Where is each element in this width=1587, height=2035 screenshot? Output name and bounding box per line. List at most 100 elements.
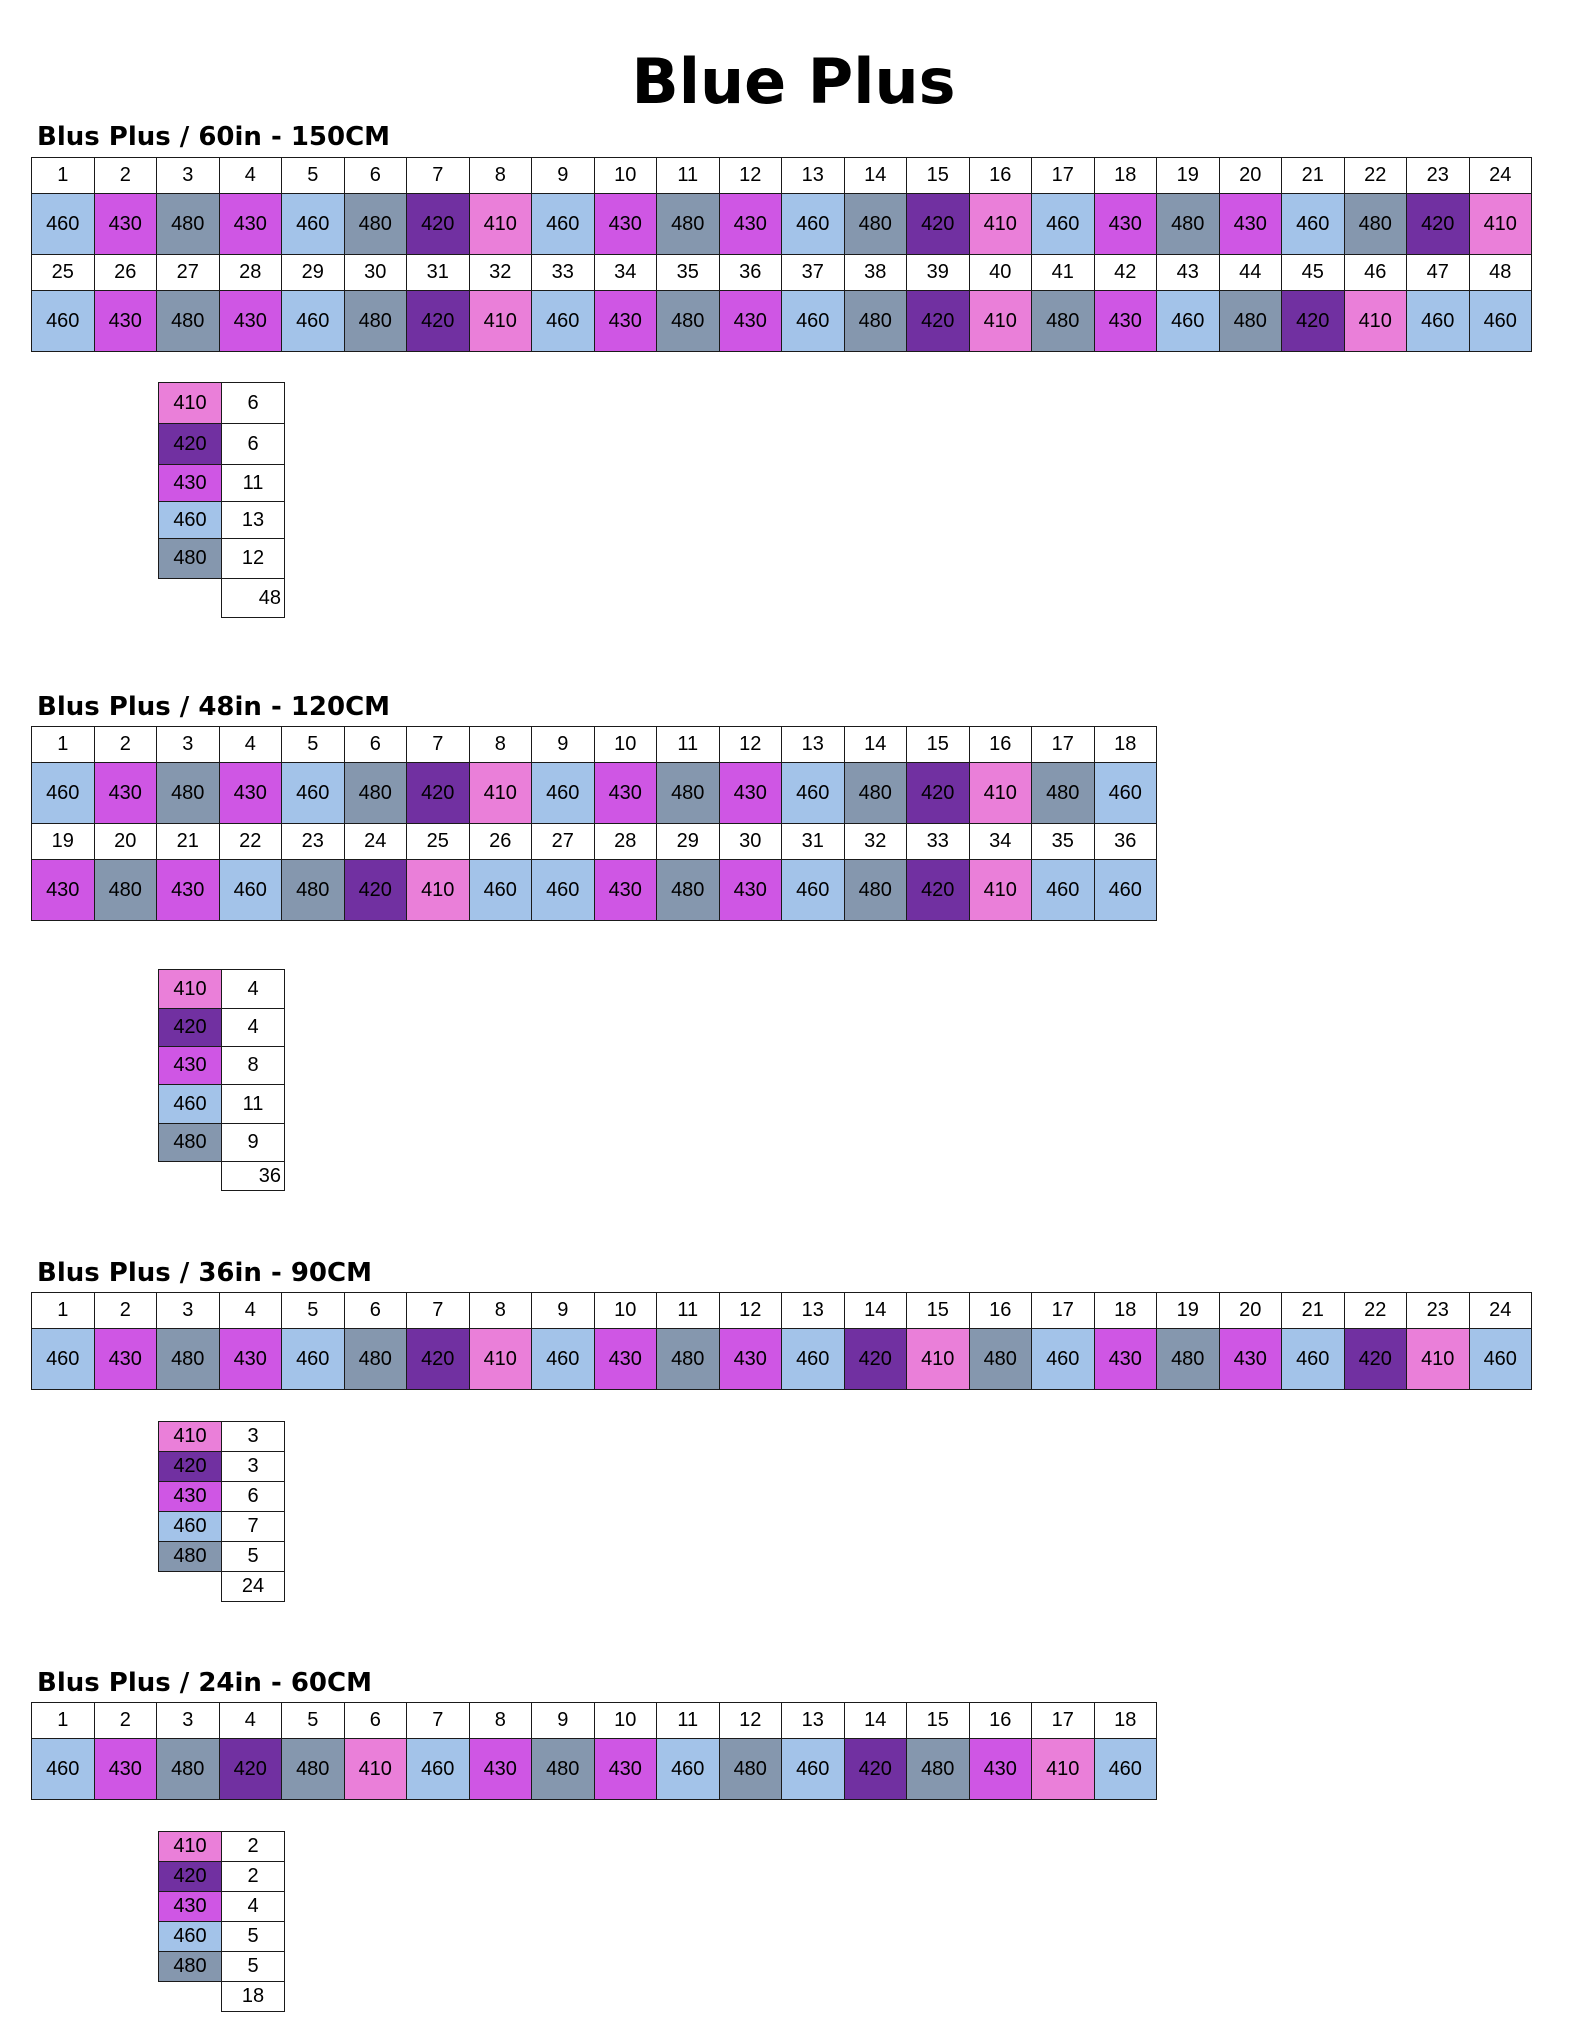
- position-number: 7: [406, 1292, 470, 1329]
- legend-color-code: 480: [158, 1951, 222, 1982]
- position-number: 9: [531, 726, 595, 763]
- color-cell: 460: [1093, 762, 1157, 824]
- color-cell: 430: [1093, 193, 1157, 255]
- position-number: 11: [656, 157, 720, 194]
- color-cell: 460: [531, 193, 595, 255]
- color-cell: 410: [968, 859, 1032, 921]
- color-cell: 480: [656, 1328, 720, 1390]
- position-number: 15: [906, 157, 970, 194]
- color-cell: 430: [593, 1738, 657, 1800]
- position-number: 41: [1031, 254, 1095, 291]
- position-number: 15: [906, 726, 970, 763]
- color-cell: 420: [843, 1328, 907, 1390]
- color-cell: 460: [31, 1738, 95, 1800]
- legend-color-code: 460: [158, 1511, 222, 1542]
- color-cell: 430: [593, 290, 657, 352]
- position-number: 24: [343, 823, 407, 860]
- legend-count: 7: [221, 1511, 285, 1542]
- position-number: 13: [781, 157, 845, 194]
- position-number: 48: [1468, 254, 1532, 291]
- position-number: 30: [343, 254, 407, 291]
- legend-row: 460 11: [158, 1084, 285, 1124]
- section-title: Blus Plus / 48in - 120CM: [37, 692, 391, 722]
- position-number: 23: [1406, 1292, 1470, 1329]
- color-cell: 460: [31, 1328, 95, 1390]
- position-number: 10: [593, 157, 657, 194]
- color-cell: 460: [281, 193, 345, 255]
- legend-total: 18: [221, 1981, 285, 2012]
- position-number: 3: [156, 726, 220, 763]
- color-cell: 480: [656, 193, 720, 255]
- position-number: 1: [31, 726, 95, 763]
- color-cell: 410: [468, 193, 532, 255]
- position-number: 10: [593, 1292, 657, 1329]
- legend-blank: [159, 1162, 222, 1191]
- legend-row: 410 2: [158, 1831, 285, 1862]
- legend-color-code: 420: [158, 1008, 222, 1047]
- color-cell: 410: [1468, 193, 1532, 255]
- color-cell: 420: [843, 1738, 907, 1800]
- position-number: 24: [1468, 157, 1532, 194]
- legend-total: 24: [221, 1571, 285, 1602]
- position-number: 27: [156, 254, 220, 291]
- position-number: 13: [781, 1292, 845, 1329]
- color-cell: 430: [1093, 290, 1157, 352]
- position-number: 18: [1093, 726, 1157, 763]
- position-number: 22: [1343, 1292, 1407, 1329]
- position-number: 7: [406, 726, 470, 763]
- position-number: 31: [406, 254, 470, 291]
- color-cell: 420: [906, 290, 970, 352]
- position-number: 28: [218, 254, 282, 291]
- legend-count: 11: [221, 1084, 285, 1124]
- legend-count: 4: [221, 969, 285, 1009]
- position-number: 1: [31, 157, 95, 194]
- position-number: 11: [656, 726, 720, 763]
- position-number: 18: [1093, 157, 1157, 194]
- position-number: 4: [218, 726, 282, 763]
- position-number: 12: [718, 157, 782, 194]
- position-number: 16: [968, 726, 1032, 763]
- color-cell: 460: [781, 1328, 845, 1390]
- color-cell: 410: [968, 290, 1032, 352]
- position-number: 27: [531, 823, 595, 860]
- position-number: 26: [468, 823, 532, 860]
- color-cell: 480: [718, 1738, 782, 1800]
- color-cell: 410: [343, 1738, 407, 1800]
- legend-blank: [159, 1982, 222, 2012]
- color-cell: 430: [218, 193, 282, 255]
- legend-row: 460 7: [158, 1511, 285, 1542]
- position-number: 21: [1281, 1292, 1345, 1329]
- position-number: 17: [1031, 726, 1095, 763]
- legend-count: 6: [221, 423, 285, 465]
- position-number: 34: [593, 254, 657, 291]
- legend-color-code: 430: [158, 1046, 222, 1085]
- color-cell: 460: [1093, 1738, 1157, 1800]
- legend-row: 420 4: [158, 1008, 285, 1047]
- position-number: 1: [31, 1292, 95, 1329]
- position-number: 32: [468, 254, 532, 291]
- position-number: 47: [1406, 254, 1470, 291]
- position-number: 11: [656, 1292, 720, 1329]
- color-cell: 460: [1031, 1328, 1095, 1390]
- color-cell: 480: [1156, 193, 1220, 255]
- position-number: 19: [1156, 157, 1220, 194]
- position-number: 2: [93, 726, 157, 763]
- position-number: 33: [531, 254, 595, 291]
- color-cell: 410: [406, 859, 470, 921]
- color-cell: 430: [718, 1328, 782, 1390]
- position-number: 29: [656, 823, 720, 860]
- color-cell: 460: [1031, 859, 1095, 921]
- position-number: 4: [218, 1292, 282, 1329]
- position-number: 18: [1093, 1292, 1157, 1329]
- position-number: 14: [843, 1702, 907, 1739]
- position-number: 30: [718, 823, 782, 860]
- color-row: 460 430 480 430 460 480 420 410 460 430 480 430 460 4…: [31, 290, 1532, 352]
- position-number: 5: [281, 1702, 345, 1739]
- position-number: 32: [843, 823, 907, 860]
- position-number: 20: [1218, 1292, 1282, 1329]
- color-cell: 430: [718, 859, 782, 921]
- legend-color-code: 460: [158, 501, 222, 539]
- position-number: 15: [906, 1702, 970, 1739]
- color-cell: 480: [906, 1738, 970, 1800]
- color-cell: 460: [531, 290, 595, 352]
